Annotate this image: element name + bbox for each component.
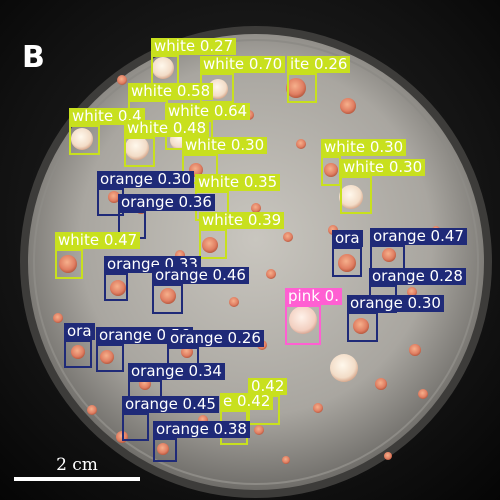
orange-detection-box: orange 0.45 [122, 396, 219, 441]
orange-colony [229, 297, 239, 307]
orange-colony [59, 255, 77, 273]
orange-colony [202, 237, 218, 253]
detection-label: white 0.35 [195, 174, 281, 191]
detection-label: white 0.47 [55, 232, 141, 249]
detection-label: orange 0.30 [97, 171, 194, 188]
detection-label: orange 0.36 [118, 194, 215, 211]
orange-colony [384, 452, 392, 460]
detection-label: ora [64, 323, 95, 340]
orange-colony [157, 443, 169, 455]
pink-detection-box: pink 0. [285, 288, 342, 345]
orange-colony [108, 191, 120, 203]
orange-colony [181, 346, 193, 358]
white-colony [125, 136, 149, 160]
detection-label: white 0.58 [128, 83, 214, 100]
orange-colony [375, 378, 387, 390]
detection-label: orange 0.30 [347, 295, 444, 312]
pink-colony [289, 306, 317, 334]
detection-label: white 0.30 [182, 137, 268, 154]
orange-detection-box: orange 0.34 [128, 363, 225, 410]
detection-label: orange 0.34 [128, 363, 225, 380]
detection-label: orange 0.46 [152, 267, 249, 284]
white-detection-box: white 0.30 [340, 159, 426, 214]
detection-label: pink 0. [285, 288, 342, 305]
orange-detection-box: orange 0.46 [152, 267, 249, 314]
panel-letter: B [22, 40, 45, 75]
orange-colony [71, 345, 85, 359]
orange-colony [117, 75, 127, 85]
orange-colony [382, 248, 396, 262]
detection-label: orange 0.26 [167, 330, 264, 347]
scale-bar-label: 2 cm [56, 455, 98, 475]
orange-detection-box: ora [332, 230, 363, 277]
detection-label: white 0.48 [124, 120, 210, 137]
orange-colony [353, 318, 369, 334]
white-detection-box: white 0.39 [199, 212, 285, 259]
orange-colony [282, 456, 290, 464]
detection-label: white 0.30 [340, 159, 426, 176]
orange-detection-box: orange 0.38 [153, 421, 250, 462]
orange-colony [266, 269, 276, 279]
orange-colony [338, 254, 356, 272]
white-detection-box: white 0.48 [124, 120, 210, 167]
orange-colony [110, 280, 126, 296]
dish-inner-rim [33, 39, 479, 485]
orange-colony [87, 405, 97, 415]
white-colony [152, 57, 174, 79]
orange-colony [160, 288, 176, 304]
scale-bar [14, 477, 140, 481]
detection-label: white 0.30 [321, 139, 407, 156]
orange-detection-box: orange 0.56 [96, 327, 193, 372]
scale-bar-group: 2 cm [14, 456, 140, 486]
orange-colony [283, 232, 293, 242]
orange-colony [418, 389, 428, 399]
orange-detection-box: orange 0.28 [369, 268, 466, 313]
orange-detection-box: orange 0.33 [104, 256, 201, 301]
orange-detection-box: ora [64, 323, 95, 368]
detection-label: orange 0.38 [153, 421, 250, 438]
white-detection-box: white 0.30 [321, 139, 407, 186]
white-colony [330, 354, 358, 382]
orange-colony [296, 139, 306, 149]
orange-colony [409, 344, 421, 356]
orange-colony [407, 287, 417, 297]
detection-label: 0.42 [248, 378, 288, 395]
detection-label: ite 0.26 [287, 56, 351, 73]
white-detection-box: white 0.27 [151, 38, 237, 85]
orange-detection-box: orange 0.47 [370, 228, 467, 273]
white-colony [339, 185, 363, 209]
colony-layer [53, 57, 453, 464]
white-detection-box: white 0.30 [182, 137, 268, 184]
detection-label: orange 0.45 [122, 396, 219, 413]
detection-label: orange 0.28 [369, 268, 466, 285]
detection-label: e 0.42 [220, 393, 274, 410]
white-detection-box: white 0.47 [55, 232, 141, 279]
white-detection-box: ite 0.26 [287, 56, 351, 103]
white-colony [71, 128, 93, 150]
orange-colony [324, 163, 338, 177]
orange-detection-box: orange 0.30 [347, 295, 444, 342]
orange-colony [286, 78, 306, 98]
detection-label: white 0.70 [200, 56, 286, 73]
detection-label: white 0.27 [151, 38, 237, 55]
white-detection-box: white 0.4 [69, 108, 145, 155]
detection-label: ora [332, 230, 363, 247]
orange-colony [53, 313, 63, 323]
detection-label: white 0.39 [199, 212, 285, 229]
detection-label: white 0.64 [165, 103, 251, 120]
orange-colony [254, 425, 264, 435]
detection-label: orange 0.47 [370, 228, 467, 245]
orange-colony [251, 203, 261, 213]
white-detection-box: 0.42 [248, 378, 288, 425]
orange-detection-box: orange 0.26 [167, 330, 264, 375]
orange-colony [313, 403, 323, 413]
orange-colony [340, 98, 356, 114]
orange-colony [100, 350, 114, 364]
